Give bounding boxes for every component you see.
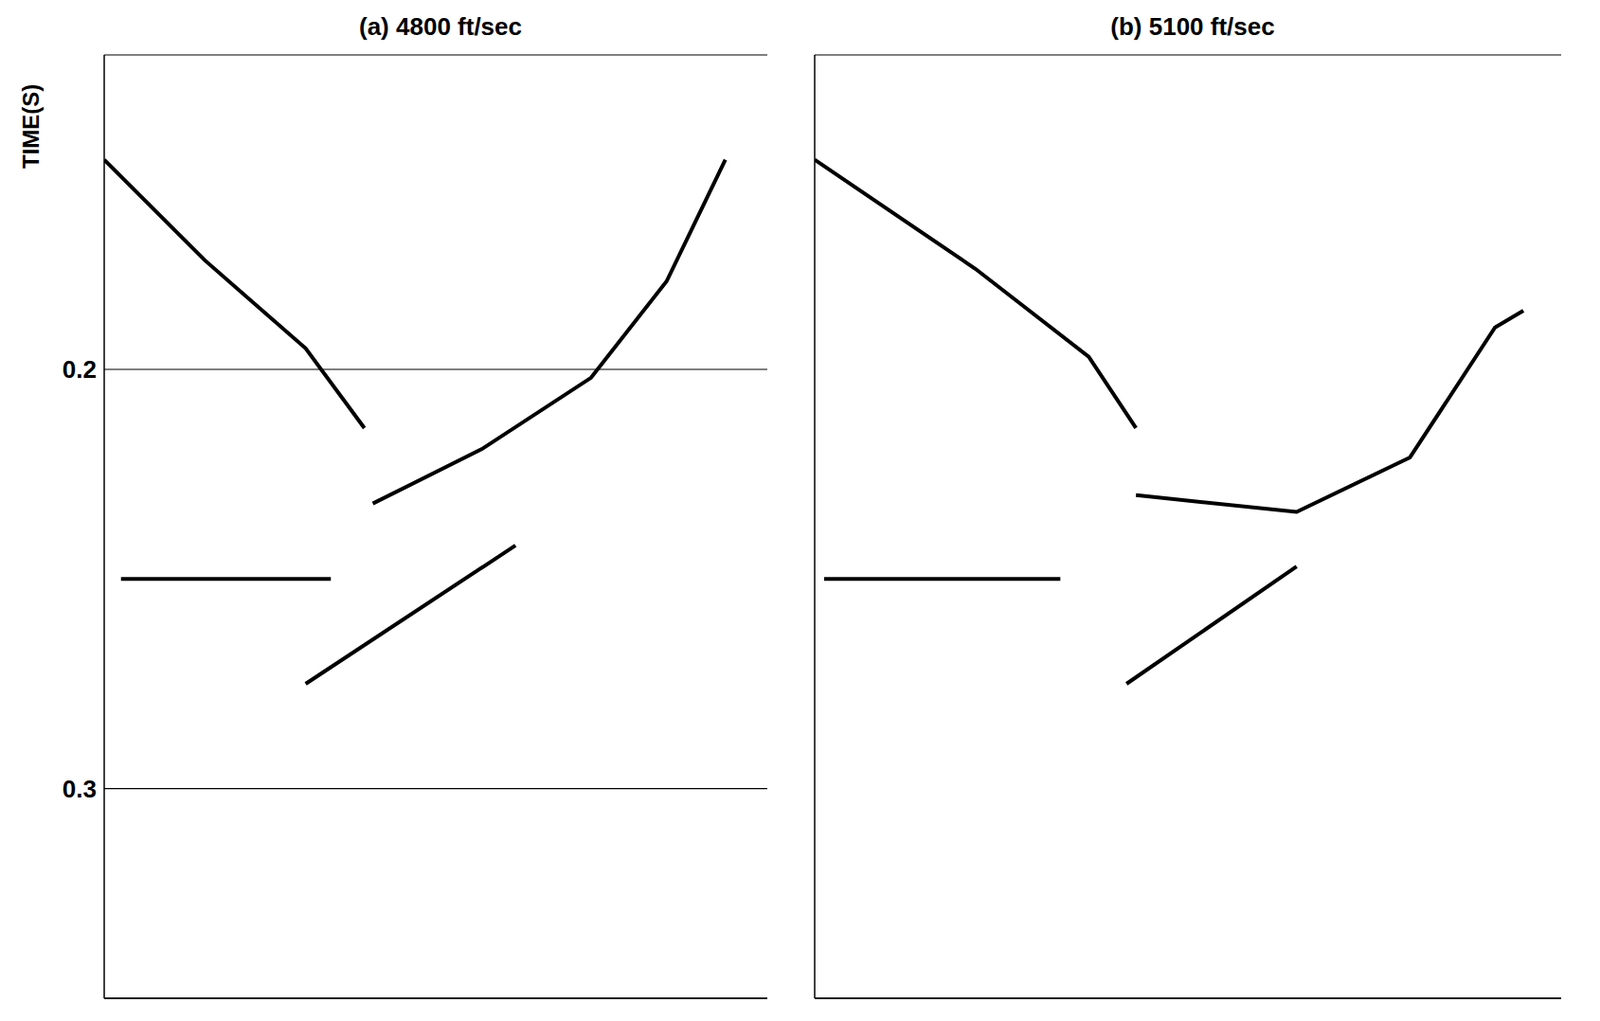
svg-text:0.2: 0.2 bbox=[62, 355, 97, 384]
svg-text:TIME(S): TIME(S) bbox=[17, 84, 44, 169]
svg-text:0.3: 0.3 bbox=[62, 774, 97, 804]
html-text:(a) 4800 ft/sec: (a) 4800 ft/sec bbox=[359, 12, 522, 41]
html-text:(b) 5100 ft/sec: (b) 5100 ft/sec bbox=[1110, 12, 1275, 41]
